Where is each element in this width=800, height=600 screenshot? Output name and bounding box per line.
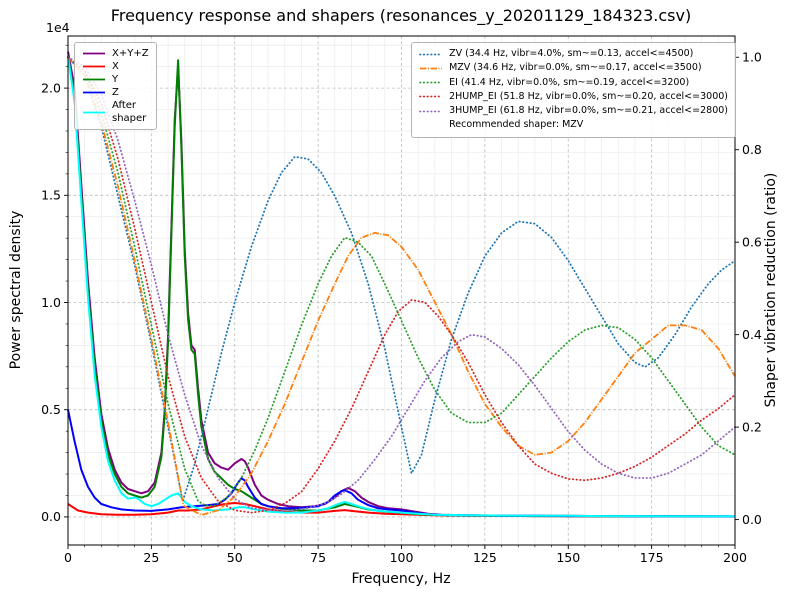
- legend-label: ZV (34.4 Hz, vibr=4.0%, sm~=0.13, accel<…: [449, 48, 694, 59]
- series-After shaper: [67, 55, 735, 518]
- x-tick-label: 100: [390, 550, 414, 565]
- x-axis-label: Frequency, Hz: [351, 571, 450, 587]
- legend-label: 2HUMP_EI (51.8 Hz, vibr=0.0%, sm~=0.20, …: [449, 90, 728, 102]
- legend-shapers: ZV (34.4 Hz, vibr=4.0%, sm~=0.13, accel<…: [411, 42, 736, 138]
- y-right-tick-label: 0.6: [742, 234, 762, 249]
- legend-psd: X+Y+Z X Y Z After shaper: [74, 42, 157, 130]
- legend-label: Z: [112, 87, 119, 98]
- legend-item: EI (41.4 Hz, vibr=0.0%, sm~=0.19, accel<…: [419, 76, 728, 90]
- legend-shapers-rows: ZV (34.4 Hz, vibr=4.0%, sm~=0.13, accel<…: [419, 47, 728, 118]
- legend-label: After shaper: [112, 100, 147, 124]
- chart-title: Frequency response and shapers (resonanc…: [111, 6, 691, 26]
- legend-label: EI (41.4 Hz, vibr=0.0%, sm~=0.19, accel<…: [449, 76, 690, 88]
- x-tick-label: 25: [143, 550, 159, 565]
- y-right-axis-label: Shaper vibration reduction (ratio): [763, 173, 779, 408]
- legend-item: ZV (34.4 Hz, vibr=4.0%, sm~=0.13, accel<…: [419, 47, 728, 61]
- legend-line-sample-icon: [83, 52, 105, 55]
- legend-psd-rows: X+Y+Z X Y Z After shaper: [82, 47, 149, 125]
- x-tick-label: 50: [227, 550, 243, 565]
- y-left-tick-label: 0.5: [41, 402, 61, 417]
- legend-label: 3HUMP_EI (61.8 Hz, vibr=0.0%, sm~=0.21, …: [449, 105, 728, 116]
- legend-line-sample-icon: [419, 81, 443, 84]
- y-left-tick-label: 2.0: [41, 80, 61, 95]
- x-tick-label: 175: [640, 550, 664, 565]
- x-tick-label: 75: [310, 550, 326, 565]
- y-right-tick-label: 1.0: [742, 50, 762, 65]
- legend-line-sample-icon: [83, 78, 105, 81]
- legend-label: MZV (34.6 Hz, vibr=0.0%, sm~=0.17, accel…: [449, 62, 702, 74]
- x-tick-label: 125: [473, 550, 497, 565]
- legend-line-sample-icon: [83, 111, 105, 113]
- series: [67, 51, 736, 518]
- legend-label: Y: [112, 74, 119, 85]
- legend-recommended-shaper: Recommended shaper: MZV: [449, 119, 584, 131]
- legend-label: X: [112, 61, 119, 72]
- legend-line-sample-icon: [83, 91, 105, 94]
- legend-line-sample-icon: [419, 53, 443, 56]
- legend-item: X+Y+Z: [82, 47, 149, 60]
- legend-item: 2HUMP_EI (51.8 Hz, vibr=0.0%, sm~=0.20, …: [419, 90, 728, 104]
- y-left-offset-text: 1e4: [46, 20, 70, 35]
- series-ZV: [67, 56, 736, 502]
- y-left-tick-label: 1.5: [41, 188, 61, 203]
- series-2HUMP_EI: [67, 56, 736, 514]
- y-left-tick-label: 1.0: [41, 295, 61, 310]
- series-EI: [67, 56, 736, 507]
- y-right-tick-label: 0.2: [742, 419, 762, 434]
- legend-item: MZV (34.6 Hz, vibr=0.0%, sm~=0.17, accel…: [419, 61, 728, 75]
- axis-ticks: 0 25 50 75 100 125 150 175 200 0.0 0.5 1.0 1.5 2.0 0.0…: [41, 44, 762, 565]
- legend-item: X: [82, 60, 149, 73]
- legend-item: After shaper: [82, 99, 149, 125]
- legend-line-sample-icon: [83, 65, 105, 68]
- y-right-tick-label: 0.8: [742, 142, 762, 157]
- y-right-tick-label: 0.4: [742, 327, 762, 342]
- y-right-tick-label: 0.0: [742, 512, 762, 527]
- legend-item: Z: [82, 86, 149, 99]
- legend-line-sample-icon: [419, 110, 443, 113]
- x-tick-label: 150: [556, 550, 580, 565]
- y-left-axis-label: Power spectral density: [8, 211, 24, 370]
- legend-line-sample-icon: [420, 67, 443, 70]
- x-tick-label: 0: [64, 550, 72, 565]
- legend-item: 3HUMP_EI (61.8 Hz, vibr=0.0%, sm~=0.21, …: [419, 104, 728, 118]
- legend-item: Y: [82, 73, 149, 86]
- x-tick-label: 200: [723, 550, 747, 565]
- series-MZV: [67, 56, 736, 516]
- legend-label: X+Y+Z: [112, 48, 149, 59]
- legend-line-sample-icon: [419, 95, 443, 98]
- y-left-tick-label: 0.0: [41, 509, 61, 524]
